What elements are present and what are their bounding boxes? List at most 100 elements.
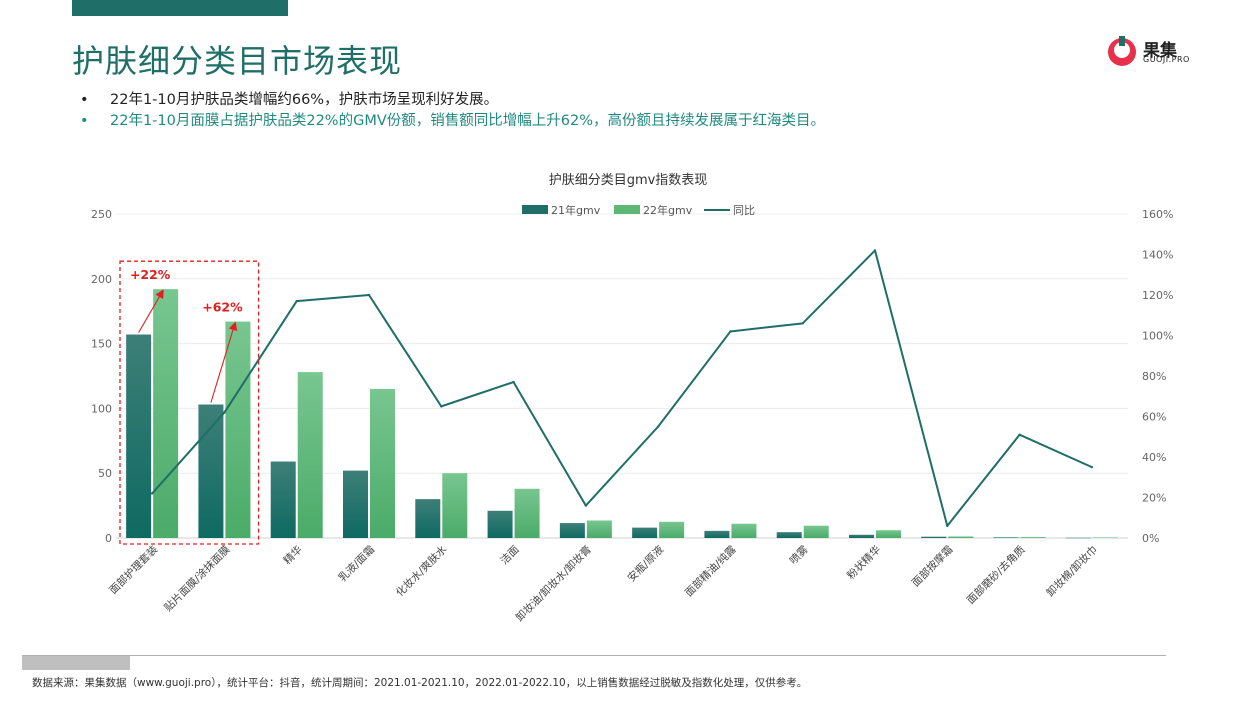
gmv-chart: 护肤细分类目gmv指数表现 0 50 100 150 200 250 0% 20% 40% 60% 8… xyxy=(91,173,1173,624)
y-right-tick: 20% xyxy=(1142,492,1166,505)
bar-22 xyxy=(442,473,468,538)
yoy-point xyxy=(512,380,515,384)
yoy-point xyxy=(1090,465,1094,469)
bar-21 xyxy=(1065,537,1091,539)
bar-21 xyxy=(849,534,874,538)
x-tick-label: 洁面 xyxy=(498,543,522,567)
summary-bullets: • 22年1-10月护肤品类增幅约66%，护肤市场呈现利好发展。 • 22年1-10… xyxy=(80,90,1230,132)
x-tick-label: 乳液/面霜 xyxy=(336,543,377,584)
yoy-point xyxy=(729,330,732,333)
legend-label-yoy: 同比 xyxy=(733,204,755,217)
footer-divider xyxy=(22,655,1166,656)
y-right-tick: 160% xyxy=(1142,208,1173,221)
x-tick-label: 面部精油/纯露 xyxy=(682,543,739,600)
bar-21 xyxy=(632,527,658,538)
yoy-point xyxy=(656,425,660,428)
y-left-tick: 50 xyxy=(98,467,112,480)
page-title: 护肤细分类目市场表现 xyxy=(72,42,403,80)
bar-21 xyxy=(921,536,947,538)
x-tick-label: 卸妆棉/卸妆巾 xyxy=(1044,543,1100,599)
brand-logo: 果集 GUOJI.PRO xyxy=(1105,34,1195,68)
y-left-tick: 150 xyxy=(91,338,112,351)
data-source-note: 数据来源：果集数据（www.guoji.pro），统计平台：抖音，统计周期间：2… xyxy=(32,677,808,689)
x-tick-label: 贴片面膜/涂抹面膜 xyxy=(161,543,232,614)
bar-21 xyxy=(487,510,513,538)
bullet-text: 22年1-10月护肤品类增幅约66%，护肤市场呈现利好发展。 xyxy=(110,92,499,108)
yoy-point xyxy=(801,322,804,325)
annotation-arrow xyxy=(138,289,164,333)
bullet-item: • 22年1-10月面膜占据护肤品类22%的GMV份额，销售额同比增幅上升62%，… xyxy=(80,111,1230,132)
legend-label-21: 21年gmv xyxy=(551,203,601,217)
bar-22 xyxy=(153,289,179,538)
yoy-point xyxy=(584,504,588,507)
y-right-tick: 60% xyxy=(1142,411,1166,424)
y-left-tick: 200 xyxy=(91,273,112,286)
bar-22 xyxy=(948,536,974,538)
yoy-point xyxy=(295,299,298,303)
chart-title: 护肤细分类目gmv指数表现 xyxy=(549,173,708,188)
bar-21 xyxy=(704,530,730,538)
bullet-item: • 22年1-10月护肤品类增幅约66%，护肤市场呈现利好发展。 xyxy=(80,90,1230,111)
bar-22 xyxy=(659,521,685,538)
bar-22 xyxy=(225,321,251,538)
yoy-point xyxy=(367,293,371,297)
legend-label-22: 22年gmv xyxy=(643,203,693,217)
yoy-point xyxy=(946,524,949,528)
bar-22 xyxy=(876,530,901,538)
y-right-tick: 80% xyxy=(1142,370,1166,383)
bar-22 xyxy=(370,388,395,538)
bar-21 xyxy=(559,523,585,538)
bullet-text: 22年1-10月面膜占据护肤品类22%的GMV份额，销售额同比增幅上升62%，高… xyxy=(110,113,825,129)
y-right-tick: 100% xyxy=(1142,330,1173,343)
yoy-line xyxy=(151,249,1093,527)
annotation-arrow xyxy=(210,321,238,403)
yoy-point xyxy=(1018,433,1021,436)
y-left-tick: 100 xyxy=(91,402,112,415)
bar-21 xyxy=(993,537,1019,538)
bar-22 xyxy=(1020,537,1046,538)
x-tick-label: 粉状精华 xyxy=(844,543,883,582)
yoy-point xyxy=(223,411,226,414)
logo-subtitle: GUOJI.PRO xyxy=(1143,55,1190,64)
bar-21 xyxy=(126,334,152,538)
header-accent-bar xyxy=(72,0,288,16)
y-left-tick: 0 xyxy=(105,532,112,545)
bar-22 xyxy=(1092,537,1118,538)
yoy-point xyxy=(873,249,877,252)
y-right-tick: 120% xyxy=(1142,289,1173,302)
x-tick-label: 面部磨砂/去角质 xyxy=(964,543,1028,607)
bar-21 xyxy=(198,404,224,538)
y-left-tick: 250 xyxy=(91,208,112,221)
bar-22 xyxy=(731,523,757,538)
highlight-box xyxy=(119,260,260,545)
logo-mark-icon xyxy=(1108,36,1136,66)
x-tick-label: 安瓶/原液 xyxy=(625,543,667,585)
bar-22 xyxy=(803,525,829,538)
x-tick-label: 喷雾 xyxy=(788,543,812,567)
bar-22 xyxy=(514,488,540,538)
footer-gray-block xyxy=(22,656,130,670)
annotation-label: +22% xyxy=(130,267,171,282)
bullet-dot: • xyxy=(80,92,89,108)
x-tick-label: 精华 xyxy=(281,543,305,567)
bullet-dot: • xyxy=(80,113,89,129)
y-right-tick: 0% xyxy=(1142,532,1159,545)
x-tick-label: 面部按摩霜 xyxy=(909,543,955,589)
bar-22 xyxy=(297,372,323,538)
x-tick-label: 化妆水/爽肤水 xyxy=(393,543,450,600)
bar-21 xyxy=(343,470,368,538)
bar-21 xyxy=(415,499,441,538)
bar-21 xyxy=(270,461,296,538)
bar-21 xyxy=(776,532,802,538)
annotation-label: +62% xyxy=(202,300,243,315)
legend-swatch-21 xyxy=(522,205,548,214)
legend-swatch-22 xyxy=(614,205,640,214)
y-right-tick: 140% xyxy=(1142,249,1173,262)
y-right-tick: 40% xyxy=(1142,451,1166,464)
yoy-point xyxy=(440,405,443,408)
yoy-point xyxy=(150,492,154,495)
logo-name: 果集 xyxy=(1143,41,1177,61)
x-tick-label: 面部护理套装 xyxy=(107,543,161,597)
x-tick-label: 卸妆油/卸妆水/卸妆膏 xyxy=(513,543,594,624)
bar-22 xyxy=(586,520,612,538)
